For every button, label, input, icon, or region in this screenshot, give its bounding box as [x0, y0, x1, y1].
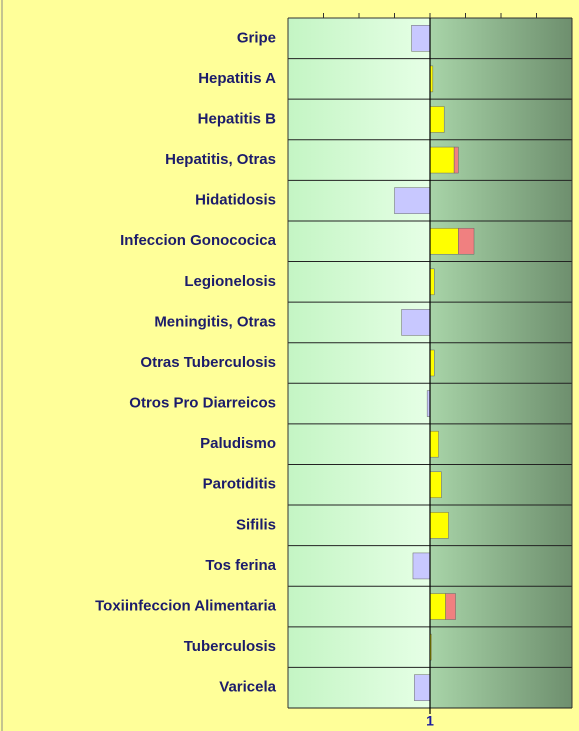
category-label: Sifilis [236, 516, 276, 533]
category-label: Tos ferina [205, 557, 276, 574]
category-label: Infeccion Gonococica [120, 232, 277, 249]
category-label: Gripe [237, 29, 276, 46]
bar [411, 25, 431, 52]
category-label: Hepatitis A [198, 70, 276, 87]
category-label: Parotiditis [203, 476, 276, 493]
category-label: Varicela [219, 679, 276, 696]
bar [429, 227, 459, 255]
x-tick-label: 1 [426, 713, 434, 729]
bar [429, 512, 449, 539]
bar [401, 309, 431, 336]
bar [429, 106, 445, 133]
plot-right [430, 18, 572, 708]
bar [429, 349, 435, 377]
category-label: Meningitis, Otras [154, 313, 276, 330]
bar [412, 552, 431, 580]
bar-extra [453, 146, 459, 174]
bar [394, 187, 431, 214]
category-label: Otros Pro Diarreicos [129, 395, 276, 412]
category-label: Hidatidosis [195, 192, 276, 209]
bar [429, 430, 439, 458]
bar-extra [458, 227, 475, 255]
category-label: Legionelosis [184, 273, 276, 290]
category-label: Tuberculosis [184, 638, 276, 655]
category-label: Toxiinfeccion Alimentaria [95, 597, 277, 614]
bar [429, 593, 446, 620]
bar-extra [445, 593, 456, 620]
bar [429, 268, 435, 296]
bar [429, 146, 455, 174]
category-label: Paludismo [200, 435, 276, 452]
plot-left [288, 18, 430, 708]
bar [414, 674, 431, 701]
category-label: Hepatitis B [198, 110, 277, 127]
bar [429, 471, 442, 499]
category-label: Otras Tuberculosis [140, 354, 276, 371]
category-label: Hepatitis, Otras [165, 151, 276, 168]
